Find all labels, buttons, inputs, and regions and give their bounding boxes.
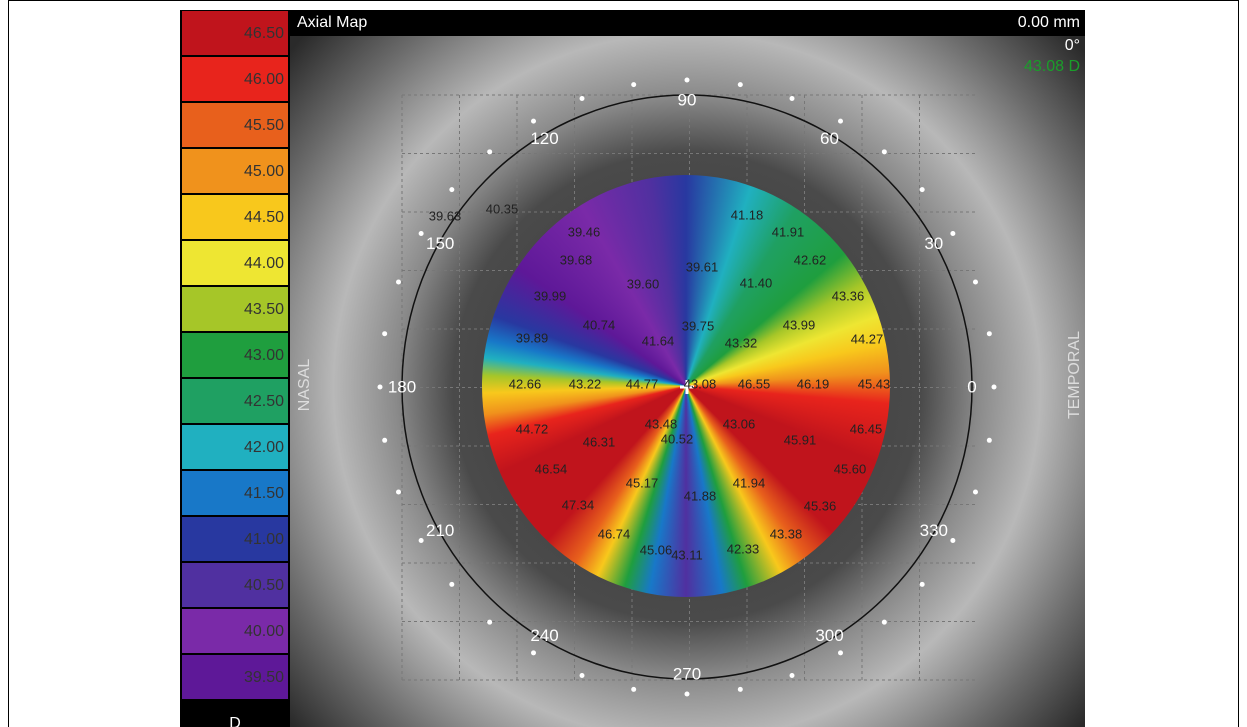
map-value: 39.89 — [516, 330, 549, 345]
map-value: 46.54 — [535, 461, 568, 476]
map-value: 45.36 — [804, 498, 837, 513]
map-value: 39.60 — [627, 276, 660, 291]
map-value: 46.45 — [850, 421, 883, 436]
map-value: 43.06 — [723, 416, 756, 431]
map-value: 46.55 — [738, 376, 771, 391]
map-value: 45.60 — [834, 461, 867, 476]
page: Axial Map 0.00 mm 0° 43.08 D NASAL TEMPO… — [0, 0, 1247, 727]
map-value: 42.33 — [727, 541, 760, 556]
map-value: 39.75 — [682, 318, 715, 333]
map-value: 41.91 — [772, 224, 805, 239]
map-value: 44.77 — [626, 376, 659, 391]
map-value: 46.31 — [583, 434, 616, 449]
map-value: 44.27 — [851, 331, 884, 346]
map-value: 40.74 — [583, 317, 616, 332]
map-value: 46.74 — [598, 526, 631, 541]
map-value: 39.63 — [429, 208, 462, 223]
map-value: 43.08 — [684, 376, 717, 391]
map-value: 45.06 — [640, 542, 673, 557]
map-value: 43.11 — [671, 547, 703, 562]
map-value: 43.48 — [645, 416, 678, 431]
map-value: 45.43 — [858, 376, 891, 391]
map-value: 41.94 — [733, 475, 766, 490]
map-value: 39.99 — [534, 288, 567, 303]
map-value: 46.19 — [797, 376, 830, 391]
map-value: 41.64 — [642, 333, 675, 348]
map-value: 43.99 — [783, 317, 816, 332]
overlay: 39.63 40.35 41.18 39.46 41.91 39.68 39.61 42.62… — [0, 0, 1247, 727]
map-value: 43.32 — [725, 335, 758, 350]
map-value: 47.34 — [562, 497, 595, 512]
map-value: 41.88 — [684, 488, 717, 503]
map-value: 40.52 — [661, 431, 694, 446]
map-value: 43.38 — [770, 526, 803, 541]
map-value: 44.72 — [516, 421, 549, 436]
map-value: 45.91 — [784, 432, 817, 447]
map-value: 41.18 — [731, 207, 764, 222]
map-value: 41.40 — [740, 275, 773, 290]
map-value: 42.66 — [509, 376, 542, 391]
map-value: 40.35 — [486, 201, 519, 216]
map-value: 39.46 — [568, 224, 601, 239]
map-value: 45.17 — [626, 475, 659, 490]
map-value: 39.68 — [560, 252, 593, 267]
map-value: 39.61 — [686, 259, 719, 274]
map-value: 42.62 — [794, 252, 827, 267]
map-value: 43.22 — [569, 376, 602, 391]
map-value: 43.36 — [832, 288, 865, 303]
